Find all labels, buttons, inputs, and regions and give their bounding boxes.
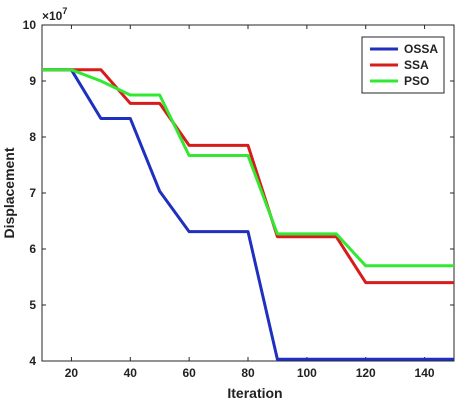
legend-label-ssa: SSA [404,58,429,72]
x-tick-label: 120 [356,366,376,380]
y-tick-label: 4 [29,354,36,368]
y-axis-exponent: ×107 [42,6,67,23]
x-axis-label: Iteration [227,385,282,401]
series-line-ossa [42,68,454,361]
y-tick-label: 6 [29,242,36,256]
x-tick-label: 20 [65,366,79,380]
y-tick-label: 5 [29,298,36,312]
y-tick-label: 7 [29,186,36,200]
x-tick-label: 140 [415,366,435,380]
y-axis-exponent-base: ×10 [42,9,63,23]
series-line-ssa [42,68,454,285]
x-tick-label: 100 [297,366,317,380]
y-tick-label: 9 [29,74,36,88]
y-tick-label: 8 [29,130,36,144]
x-tick-label: 80 [241,366,255,380]
series-lines [42,68,454,361]
legend-label-ossa: OSSA [404,42,438,56]
x-tick-label: 40 [124,366,138,380]
legend-label-pso: PSO [404,74,429,88]
y-axis-ticks: 4 5 6 7 8 9 10 [23,18,454,368]
series-line-pso [42,68,454,268]
x-tick-label: 60 [182,366,196,380]
y-axis-label: Displacement [1,147,17,238]
y-axis-exponent-power: 7 [62,6,67,16]
y-tick-label: 10 [23,18,37,32]
legend: OSSA SSA PSO [361,36,445,94]
